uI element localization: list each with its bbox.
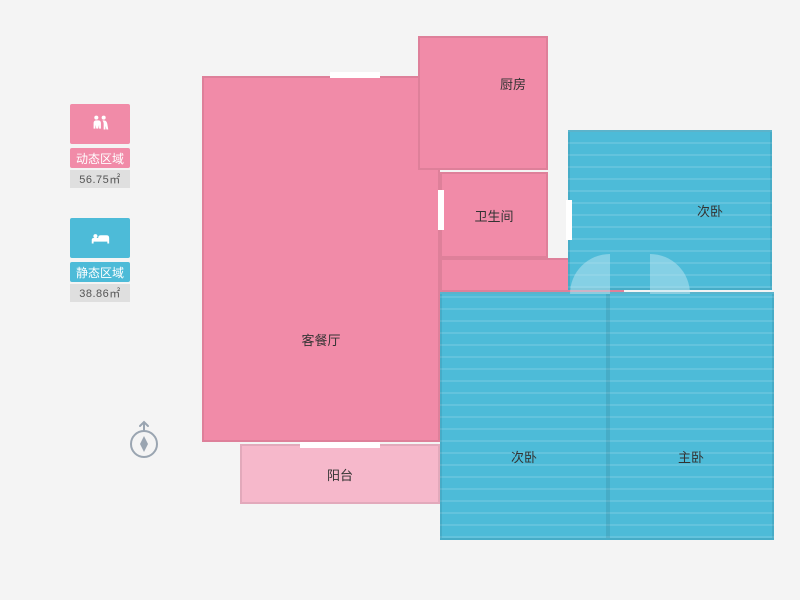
room-label: 阳台 — [327, 465, 353, 484]
compass-icon — [122, 418, 166, 462]
people-icon — [89, 113, 111, 135]
room-kitchen: 厨房 — [418, 36, 548, 170]
bed-icon — [89, 227, 111, 249]
legend-dynamic-title: 动态区域 — [70, 148, 130, 168]
door-gap — [566, 200, 572, 240]
door-gap — [330, 72, 380, 78]
door-gap — [438, 190, 444, 230]
room-label: 主卧 — [678, 447, 704, 466]
legend-static: 静态区域 38.86㎡ — [70, 218, 140, 302]
room-bath: 卫生间 — [440, 172, 548, 258]
legend-static-title: 静态区域 — [70, 262, 130, 282]
room-bed2b: 次卧 — [440, 292, 608, 540]
legend-static-value: 38.86㎡ — [70, 284, 130, 302]
floorplan-canvas: 客餐厅厨房卫生间次卧次卧主卧阳台 动态区域 56.75㎡ — [0, 0, 800, 600]
room-label: 客餐厅 — [301, 330, 340, 349]
legend-dynamic-icon — [70, 104, 130, 144]
legend: 动态区域 56.75㎡ 静态区域 38.86㎡ — [70, 104, 140, 302]
room-label: 次卧 — [697, 201, 723, 220]
room-living: 客餐厅 — [202, 76, 440, 442]
legend-static-icon — [70, 218, 130, 258]
room-label: 卫生间 — [474, 206, 513, 225]
room-balcony: 阳台 — [240, 444, 440, 504]
room-label: 次卧 — [511, 447, 537, 466]
door-gap — [300, 442, 380, 448]
room-label: 厨房 — [500, 74, 526, 93]
room-master: 主卧 — [608, 292, 774, 540]
legend-dynamic: 动态区域 56.75㎡ — [70, 104, 140, 188]
legend-dynamic-value: 56.75㎡ — [70, 170, 130, 188]
